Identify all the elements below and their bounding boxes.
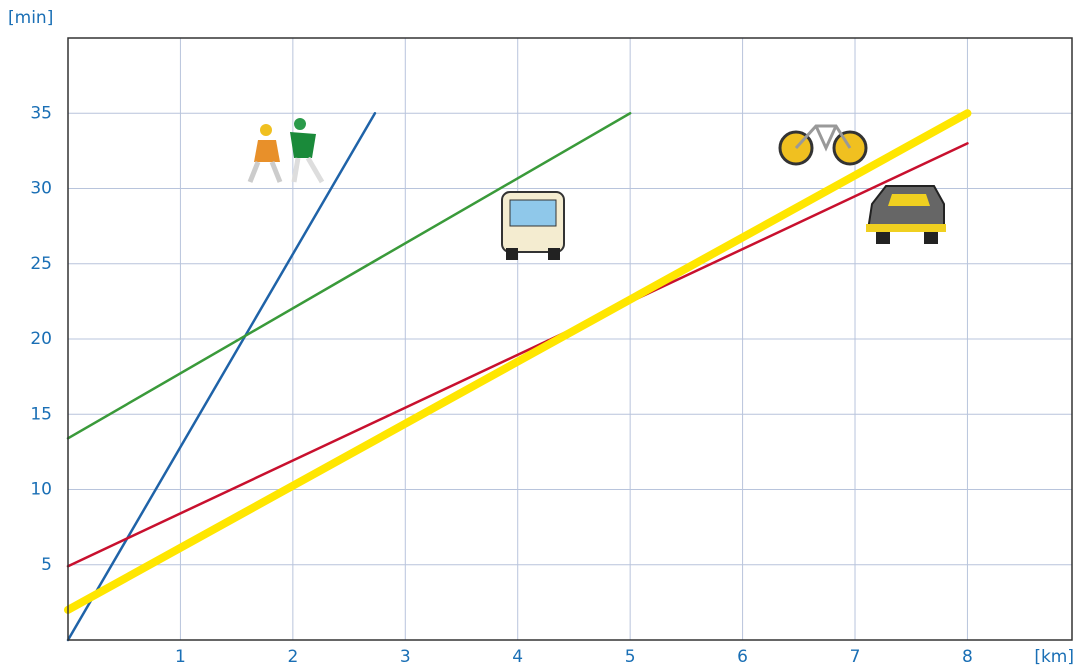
x-tick-label: 5 bbox=[625, 647, 636, 667]
x-tick-label: 1 bbox=[175, 647, 186, 667]
x-tick-label: 6 bbox=[737, 647, 748, 667]
bus-icon bbox=[501, 191, 565, 260]
lines bbox=[64, 109, 972, 642]
walkers-icon bbox=[247, 118, 325, 184]
x-tick-label: 7 bbox=[850, 647, 861, 667]
plot-border bbox=[67, 37, 1073, 641]
series-line bbox=[66, 142, 969, 568]
y-tick-label: 5 bbox=[41, 555, 52, 575]
x-tick-label: 4 bbox=[512, 647, 523, 667]
x-axis-label: [km] bbox=[1034, 647, 1074, 667]
y-tick-label: 10 bbox=[30, 480, 52, 500]
x-tick-label: 2 bbox=[287, 647, 298, 667]
y-axis-label: [min] bbox=[8, 8, 53, 28]
y-tick-label: 20 bbox=[30, 329, 52, 349]
y-tick-label: 15 bbox=[30, 404, 52, 424]
series-line bbox=[66, 112, 632, 440]
bicycle-icon bbox=[778, 124, 868, 166]
y-tick-label: 35 bbox=[30, 103, 52, 123]
y-tick-label: 25 bbox=[30, 254, 52, 274]
grid bbox=[68, 38, 1072, 640]
series-line bbox=[66, 112, 377, 642]
x-tick-label: 8 bbox=[962, 647, 973, 667]
series-line bbox=[64, 109, 972, 614]
y-tick-label: 30 bbox=[30, 179, 52, 199]
car-icon bbox=[866, 185, 946, 244]
x-tick-label: 3 bbox=[400, 647, 411, 667]
